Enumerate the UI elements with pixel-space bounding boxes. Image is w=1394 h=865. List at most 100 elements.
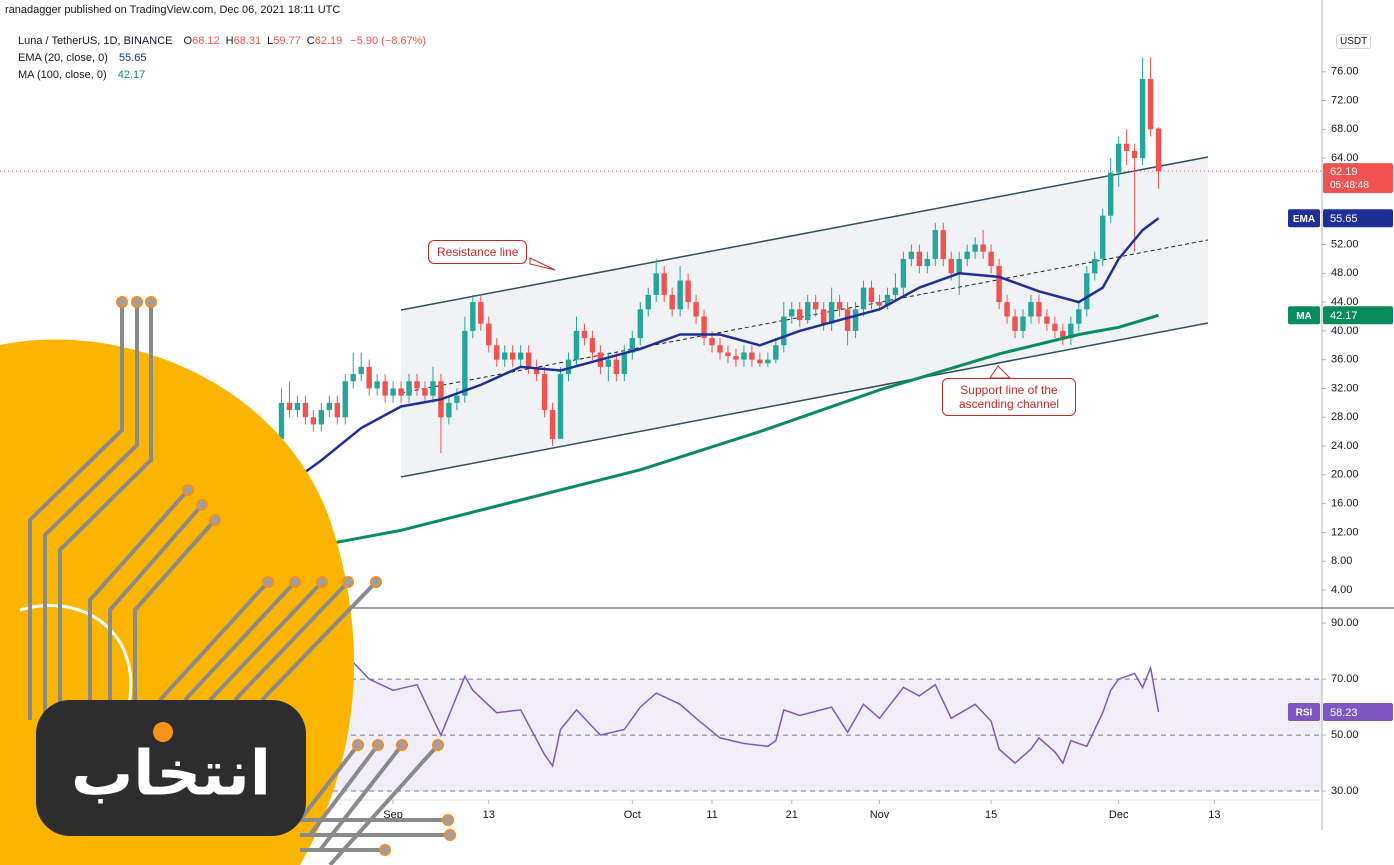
series-tag-value-bg [1323,703,1393,722]
candle-body [517,352,524,360]
candle-body [1068,323,1074,339]
logo-text: انتخاب [71,739,271,808]
candle-body [1147,78,1154,130]
candle-body [478,302,484,324]
candle-body [310,417,317,425]
candle-body [326,402,333,411]
y-tick-label: 4.00 [1331,584,1352,596]
ohlc-value: 68.31 [233,35,262,47]
candle-body [605,359,612,367]
candle-body [1084,273,1090,310]
candle-body [709,338,715,346]
candle-body [557,374,564,439]
candle-body [613,359,620,375]
candle-body [318,410,325,425]
candle-body [533,366,540,375]
candle-body [286,402,293,411]
candle-body [844,309,851,331]
candle-body [1012,316,1018,331]
candle-body [852,309,859,331]
countdown: 05:48:48 [1330,180,1369,191]
indicator-line [161,217,1160,551]
candle-body [342,381,348,418]
candle-body [366,366,372,389]
candle-body [629,338,635,353]
series-tag-name-bg [1288,703,1320,722]
series-tag-value-bg [1323,306,1393,325]
candle-body [334,402,340,418]
candle-body [836,302,843,310]
ma-legend: MA (100, close, 0) 42.17 [18,69,147,81]
series-tag-value: 55.65 [1330,213,1358,225]
series-tag-name-bg [1288,209,1320,228]
y-tick-label: 52.00 [1331,238,1359,250]
candle-body [932,230,938,259]
y-tick-label: 90.00 [1331,617,1359,629]
ema-legend: EMA (20, close, 0) 55.65 [18,52,148,64]
candle-body [725,352,731,357]
candle-body [1044,316,1050,324]
candle-body [781,316,787,346]
candle-body [525,352,532,367]
candle-body [972,244,978,252]
series-tag-value: 58.23 [1330,707,1358,719]
candle-body [693,302,699,317]
candle-body [470,302,476,331]
candle-body [302,402,309,418]
currency-label[interactable]: USDT [1336,34,1372,49]
candle-body [1155,128,1162,172]
candle-body [446,402,452,418]
series-tag-value: 42.17 [1330,310,1358,322]
candle-body [509,352,516,360]
annotation-resistance: Resistance line [428,240,528,264]
candle-body [294,402,301,411]
y-tick-label: 44.00 [1331,296,1359,308]
publisher-line: ranadagger published on TradingView.com,… [5,4,341,16]
x-tick-label: Sep [383,809,403,821]
candle-body [382,381,388,396]
candle-body [741,352,747,360]
candle-body [860,287,867,310]
x-tick-label: Dec [1109,809,1129,821]
candle-body [581,330,588,339]
ohlc-letter: C [306,35,315,47]
candle-body [1060,330,1066,339]
channel-fill [401,157,1208,477]
candle-body [1108,172,1114,216]
candle-body [398,388,404,396]
candle-body [757,359,763,364]
x-tick-label: 21 [786,809,798,821]
candle-body [358,366,364,375]
support-line [400,322,1209,478]
candle-body [797,309,803,321]
candle-body [820,309,827,324]
candle-body [924,258,931,267]
logo-watermark: انتخاب [0,296,456,865]
candle-body [645,294,651,310]
candle-body [1004,302,1010,317]
candle-body [661,273,667,295]
logo-nodes [116,296,456,856]
candle-body [494,345,500,360]
y-tick-label: 64.00 [1331,152,1359,164]
ohlc-letter: L [267,35,274,47]
candle-body [430,381,436,396]
candle-body [1020,316,1026,331]
candle-body [1028,302,1034,317]
candle-body [940,230,946,259]
y-tick-label: 12.00 [1331,526,1359,538]
candle-body [414,381,420,389]
candle-body [876,302,883,306]
candle-body [1123,143,1130,151]
ohlc-value: 68.12 [192,35,220,47]
y-tick-label: 30.00 [1331,785,1359,797]
x-tick-label: 15 [985,809,997,821]
ma-legend-value: 42.17 [117,69,146,81]
candle-body [1131,150,1138,159]
change: −5.90 (−8.67%) [350,35,427,47]
series-tag-name: RSI [1296,708,1313,719]
ohlc-value: 62.19 [314,35,343,47]
y-tick-label: 70.00 [1331,673,1359,685]
candle-body [1092,258,1098,274]
